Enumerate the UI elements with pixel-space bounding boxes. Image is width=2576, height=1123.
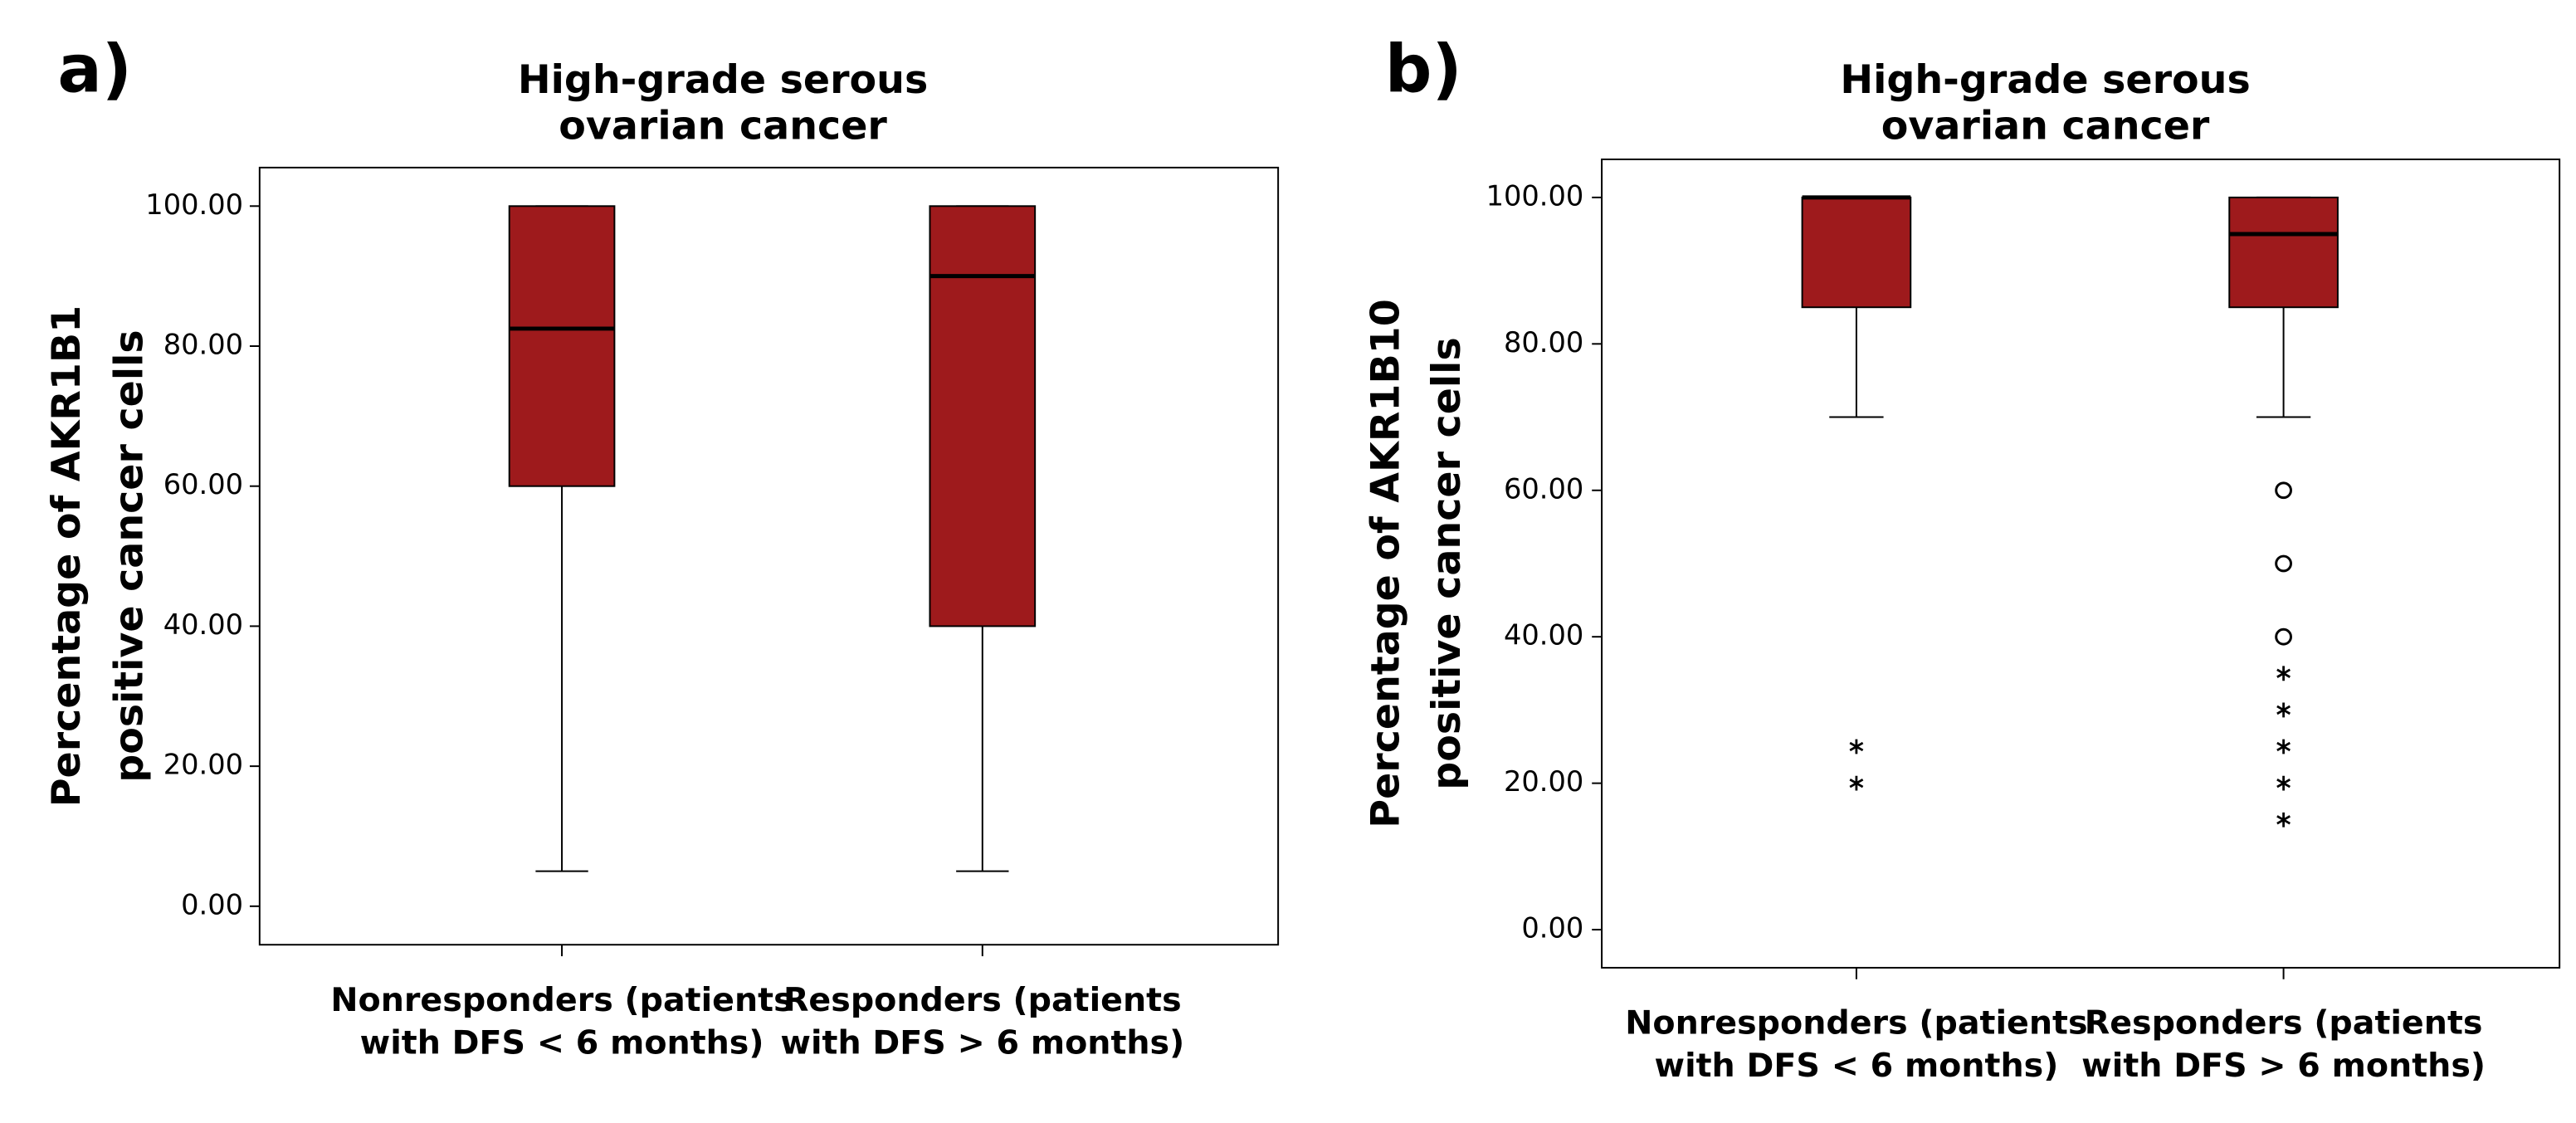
y-tick-label: 40.00 xyxy=(163,608,243,641)
chart-title: High-grade serous xyxy=(518,57,928,103)
y-axis-label: positive cancer cells xyxy=(106,330,152,782)
y-axis-label: Percentage of AKR1B1 xyxy=(44,305,90,807)
x-tick-label: with DFS > 6 months) xyxy=(2081,1047,2486,1085)
x-tick-label: Nonresponders (patients xyxy=(1625,1004,2087,1042)
x-tick-label: with DFS > 6 months) xyxy=(780,1023,1184,1062)
y-tick-label: 0.00 xyxy=(1521,912,1583,945)
y-tick-label: 40.00 xyxy=(1504,619,1583,652)
outlier xyxy=(2275,481,2292,500)
y-tick-label: 80.00 xyxy=(1504,326,1583,359)
chart-title: ovarian cancer xyxy=(1881,103,2210,149)
extreme xyxy=(2276,739,2291,754)
y-tick-label: 20.00 xyxy=(1504,765,1583,798)
extreme xyxy=(1849,739,1864,754)
y-tick-label: 100.00 xyxy=(1486,179,1584,212)
y-tick-label: 60.00 xyxy=(1504,472,1583,505)
panel-label: b) xyxy=(1385,32,1462,108)
outlier xyxy=(2275,627,2292,646)
y-tick-label: 60.00 xyxy=(163,468,243,500)
panel-label: a) xyxy=(57,32,132,108)
box xyxy=(929,205,1037,627)
x-tick-label: with DFS < 6 months) xyxy=(360,1023,764,1062)
chart-title: High-grade serous xyxy=(1840,57,2250,103)
extreme xyxy=(2276,702,2291,718)
x-tick-label: Responders (patients xyxy=(783,981,1182,1019)
extreme xyxy=(2276,666,2291,681)
y-tick-label: 100.00 xyxy=(145,188,243,221)
y-tick-label: 0.00 xyxy=(181,888,243,920)
plot-frame xyxy=(258,166,1280,946)
extreme xyxy=(2276,775,2291,791)
extreme xyxy=(2276,812,2291,828)
plot-frame xyxy=(1601,159,2561,969)
x-tick-label: Nonresponders (patients xyxy=(330,981,793,1019)
y-axis-label: positive cancer cells xyxy=(1424,337,1470,789)
box xyxy=(2228,196,2339,309)
extreme xyxy=(1849,775,1864,791)
y-tick-label: 80.00 xyxy=(163,329,243,361)
y-axis-label: Percentage of AKR1B10 xyxy=(1364,299,1409,828)
x-tick-label: with DFS < 6 months) xyxy=(1655,1047,2059,1085)
box xyxy=(508,205,616,487)
chart-title: ovarian cancer xyxy=(559,103,887,149)
y-tick-label: 20.00 xyxy=(163,749,243,781)
box xyxy=(1801,196,1912,309)
x-tick-label: Responders (patients xyxy=(2085,1004,2483,1042)
outlier xyxy=(2275,554,2292,573)
